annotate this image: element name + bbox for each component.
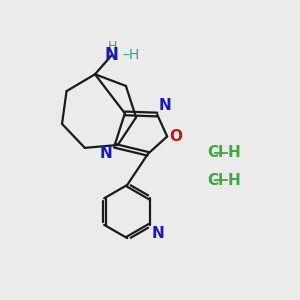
Text: Cl: Cl	[207, 173, 223, 188]
Text: N: N	[152, 226, 165, 241]
Text: H: H	[108, 40, 118, 52]
Text: O: O	[169, 129, 182, 144]
Text: Cl: Cl	[207, 145, 223, 160]
Text: N: N	[100, 146, 112, 161]
Text: –H: –H	[122, 48, 139, 62]
Text: N: N	[105, 46, 118, 64]
Text: H: H	[228, 145, 240, 160]
Text: N: N	[159, 98, 172, 113]
Text: H: H	[228, 173, 240, 188]
